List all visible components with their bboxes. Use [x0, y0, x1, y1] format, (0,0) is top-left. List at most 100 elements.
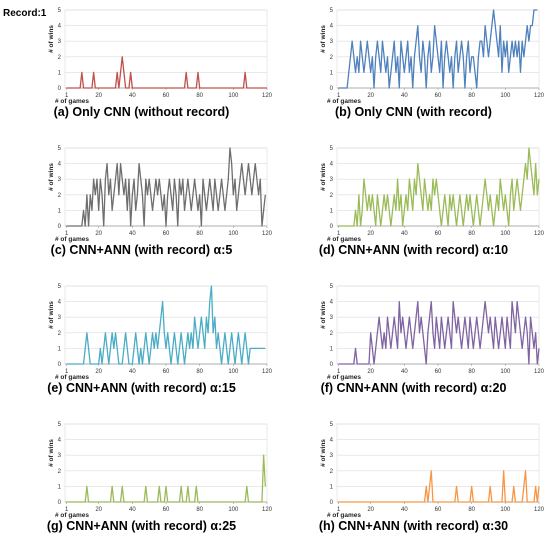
x-tick-label: 100	[500, 93, 511, 99]
y-tick-label: 3	[330, 177, 334, 183]
y-tick-label: 3	[330, 315, 334, 321]
x-axis-label: # of games	[55, 374, 89, 381]
y-tick-label: 5	[330, 146, 334, 152]
x-tick-label: 20	[95, 231, 102, 237]
y-tick-label: 3	[58, 453, 62, 459]
chart-caption: (h) CNN+ANN (with record) α:30	[318, 519, 509, 533]
x-tick-label: 60	[163, 231, 170, 237]
y-axis-label: # of wins	[320, 301, 327, 329]
x-axis-label: # of games	[327, 374, 361, 381]
plot-area	[336, 147, 540, 227]
x-tick-label: 1	[65, 507, 69, 513]
x-tick-label: 80	[196, 507, 203, 513]
x-tick-label: 20	[367, 369, 374, 375]
x-axis-label: # of games	[327, 512, 361, 519]
plot-area	[336, 9, 540, 89]
x-tick-label: 40	[401, 507, 408, 513]
x-tick-label: 80	[468, 231, 475, 237]
x-tick-label: 20	[95, 369, 102, 375]
y-tick-label: 2	[330, 193, 334, 199]
x-tick-label: 1	[337, 93, 341, 99]
y-axis-label: # of wins	[48, 301, 55, 329]
x-tick-label: 120	[534, 231, 545, 237]
chart-caption: (e) CNN+ANN (with record) α:15	[47, 381, 236, 395]
y-tick-label: 5	[330, 422, 334, 428]
x-tick-label: 60	[163, 507, 170, 513]
series-line	[66, 147, 266, 227]
y-tick-label: 5	[330, 8, 334, 14]
y-axis-label: # of wins	[48, 439, 55, 467]
chart-panel-a: 0 1 2 3 4 5 1 20 40 60 80 100 120 # of wins # of games…	[5, 2, 278, 138]
plot-area	[64, 9, 268, 89]
y-tick-label: 4	[330, 162, 334, 168]
chart-panel-b: 0 1 2 3 4 5 1 20 40 60 80 100 120 # of wins # of games…	[277, 2, 550, 138]
y-tick-label: 5	[58, 146, 62, 152]
x-tick-label: 100	[228, 507, 239, 513]
y-tick-label: 1	[58, 346, 62, 352]
x-tick-label: 60	[435, 369, 442, 375]
series-line	[66, 56, 267, 89]
y-tick-label: 4	[330, 300, 334, 306]
x-tick-label: 120	[262, 231, 273, 237]
y-tick-label: 2	[58, 55, 62, 61]
y-tick-label: 0	[330, 500, 334, 506]
x-tick-label: 20	[367, 507, 374, 513]
x-tick-label: 100	[228, 93, 239, 99]
x-tick-label: 20	[95, 93, 102, 99]
series-line	[338, 470, 540, 503]
x-tick-label: 60	[435, 507, 442, 513]
x-tick-label: 80	[468, 369, 475, 375]
chart-caption: (g) CNN+ANN (with record) α:25	[46, 519, 237, 533]
x-tick-label: 40	[129, 231, 136, 237]
x-tick-label: 100	[500, 507, 511, 513]
y-tick-label: 2	[58, 469, 62, 475]
y-tick-label: 4	[330, 24, 334, 30]
x-tick-label: 120	[534, 369, 545, 375]
y-tick-label: 0	[330, 86, 334, 92]
y-tick-label: 5	[330, 284, 334, 290]
y-tick-label: 0	[58, 224, 62, 230]
x-tick-label: 80	[196, 369, 203, 375]
x-tick-label: 100	[500, 369, 511, 375]
x-tick-label: 40	[401, 231, 408, 237]
y-tick-label: 0	[330, 362, 334, 368]
y-tick-label: 1	[330, 70, 334, 76]
chart-panel-e: 0 1 2 3 4 5 1 20 40 60 80 100 120 # of wins # of games…	[5, 278, 278, 414]
y-tick-label: 3	[330, 39, 334, 45]
x-tick-label: 40	[401, 93, 408, 99]
x-tick-label: 40	[129, 93, 136, 99]
x-tick-label: 120	[262, 93, 273, 99]
y-tick-label: 2	[58, 331, 62, 337]
chart-caption: (c) CNN+ANN (with record) α:5	[50, 243, 233, 257]
y-tick-label: 4	[330, 438, 334, 444]
x-tick-label: 1	[337, 507, 341, 513]
x-tick-label: 1	[65, 231, 69, 237]
y-axis-label: # of wins	[320, 439, 327, 467]
y-axis-label: # of wins	[48, 25, 55, 53]
y-tick-label: 3	[58, 315, 62, 321]
x-tick-label: 80	[196, 231, 203, 237]
y-tick-label: 1	[330, 208, 334, 214]
y-tick-label: 0	[58, 86, 62, 92]
x-tick-label: 40	[129, 369, 136, 375]
series-line	[338, 9, 538, 89]
y-tick-label: 4	[58, 24, 62, 30]
chart-panel-c: 0 1 2 3 4 5 1 20 40 60 80 100 120 # of wins # of games…	[5, 140, 278, 276]
y-tick-label: 0	[58, 500, 62, 506]
x-tick-label: 80	[468, 93, 475, 99]
x-axis-label: # of games	[327, 236, 361, 243]
series-line	[338, 147, 540, 227]
x-axis-label: # of games	[55, 236, 89, 243]
series-line	[338, 300, 540, 365]
x-tick-label: 1	[337, 369, 341, 375]
chart-caption: (f) CNN+ANN (with record) α:20	[320, 381, 507, 395]
y-axis-label: # of wins	[320, 25, 327, 53]
y-axis-label: # of wins	[320, 163, 327, 191]
x-tick-label: 40	[129, 507, 136, 513]
